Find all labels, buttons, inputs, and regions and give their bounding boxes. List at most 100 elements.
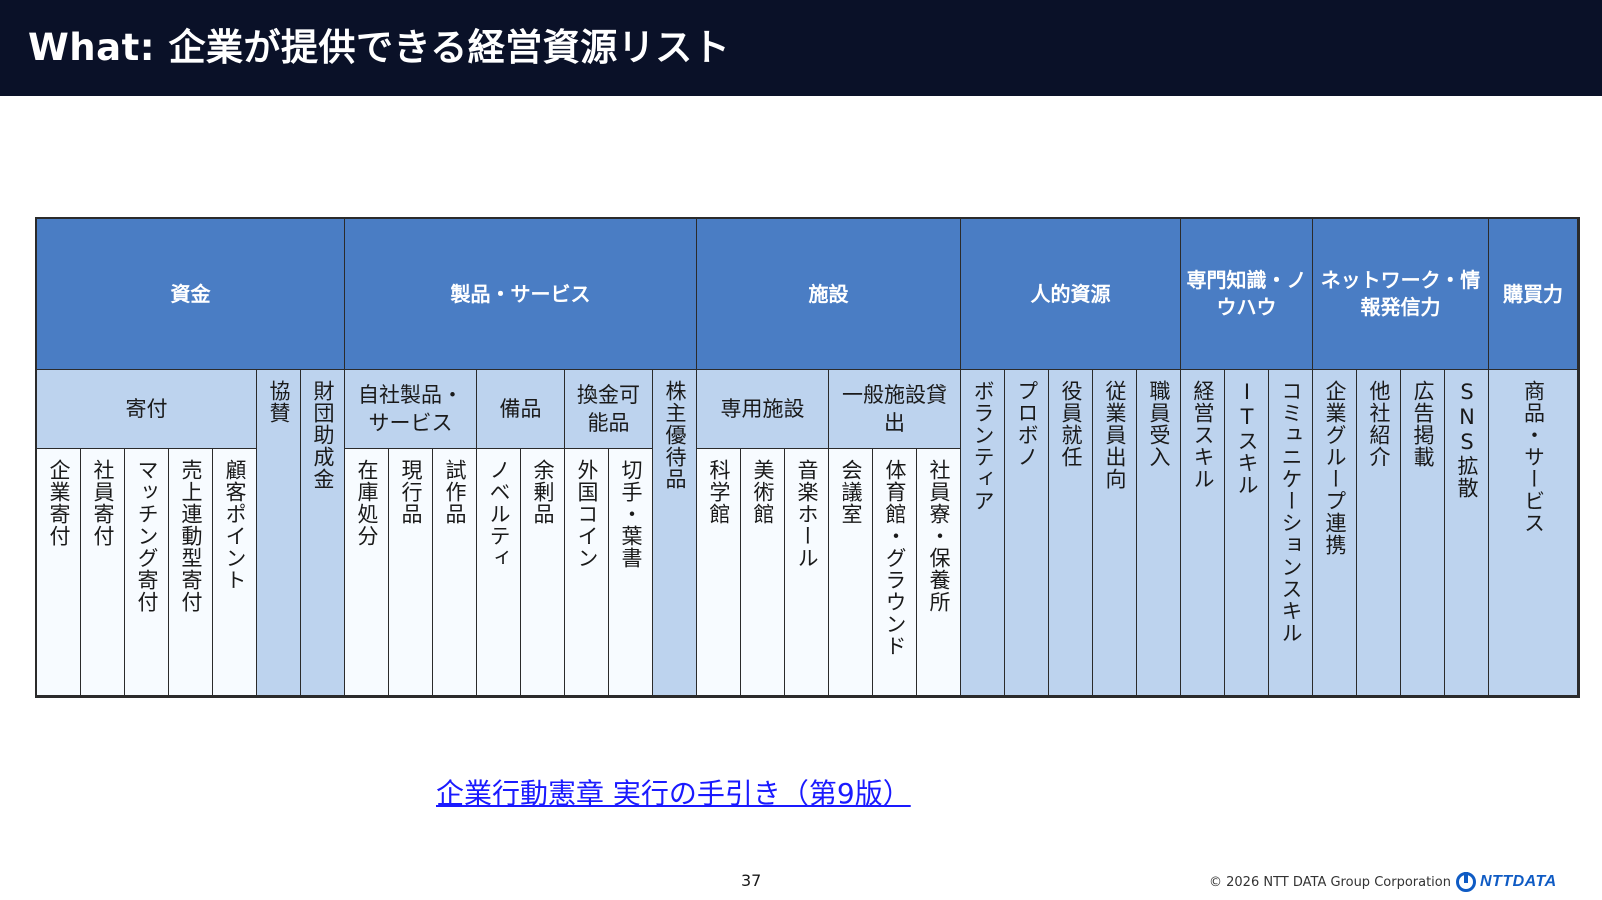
item-cell: 社員寮・保養所: [917, 449, 961, 696]
item-cell: 外国コイン: [565, 449, 609, 696]
cell-label: 音楽ホール: [795, 459, 819, 569]
cell-label: 人的資源: [1030, 281, 1111, 306]
cell-label: マッチング寄付: [135, 459, 159, 613]
group-header: 一般施設貸出: [829, 370, 961, 449]
cell-label: 換金可能品: [577, 382, 640, 435]
cell-label: 美術館: [751, 459, 775, 525]
cell-label: コミュニケーションスキル: [1279, 380, 1303, 644]
header-bar: What: 企業が提供できる経営資源リスト: [0, 0, 1602, 96]
group-header: 広告掲載: [1401, 370, 1445, 696]
cell-label: 協賛: [267, 380, 291, 424]
item-cell: 会議室: [829, 449, 873, 696]
cell-label: 試作品: [443, 459, 467, 525]
group-header: 換金可能品: [565, 370, 653, 449]
cell-label: 株主優待品: [663, 380, 687, 490]
group-header: 協賛: [257, 370, 301, 696]
item-cell: 社員寄付: [81, 449, 125, 696]
cell-label: ITスキル: [1235, 380, 1259, 496]
cell-label: ボランティア: [971, 380, 995, 512]
item-cell: 試作品: [433, 449, 477, 696]
cell-label: 備品: [499, 396, 542, 421]
item-cell: 切手・葉書: [609, 449, 653, 696]
group-header: 自社製品・サービス: [345, 370, 477, 449]
cell-label: SNS拡散: [1455, 380, 1479, 499]
cell-label: 外国コイン: [575, 459, 599, 569]
group-header: 商品・サービス: [1489, 370, 1578, 696]
cell-label: 専門知識・ノウハウ: [1186, 268, 1307, 319]
group-header: 経営スキル: [1181, 370, 1225, 696]
group-header: 寄付: [37, 370, 257, 449]
item-cell: 現行品: [389, 449, 433, 696]
item-cell: 音楽ホール: [785, 449, 829, 696]
cell-label: 財団助成金: [311, 380, 335, 490]
cell-label: 寄付: [125, 396, 168, 421]
cell-label: 施設: [808, 281, 849, 306]
group-header: 他社紹介: [1357, 370, 1401, 696]
category-header: 製品・サービス: [345, 219, 697, 370]
cell-label: 企業寄付: [47, 459, 71, 547]
cell-label: 資金: [170, 281, 211, 306]
cell-label: 専用施設: [720, 396, 805, 421]
copyright: © 2026 NTT DATA Group Corporation: [1209, 875, 1451, 890]
cell-label: 自社製品・サービス: [358, 382, 463, 435]
group-header: コミュニケーションスキル: [1269, 370, 1313, 696]
cell-label: 経営スキル: [1191, 380, 1215, 490]
group-header: 備品: [477, 370, 565, 449]
item-cell: 科学館: [697, 449, 741, 696]
cell-label: 社員寄付: [91, 459, 115, 547]
group-header: 専用施設: [697, 370, 829, 449]
item-cell: 美術館: [741, 449, 785, 696]
page-number: 37: [741, 871, 762, 890]
cell-label: 会議室: [839, 459, 863, 525]
category-header: 施設: [697, 219, 961, 370]
cell-label: 企業グループ連携: [1323, 380, 1347, 556]
group-header: 財団助成金: [301, 370, 345, 696]
ntt-data-logo: NTTDATA: [1456, 871, 1557, 893]
source-link[interactable]: 企業行動憲章 実行の手引き（第9版）: [436, 777, 911, 810]
group-header: 企業グループ連携: [1313, 370, 1357, 696]
resource-table: 資金 製品・サービス 施設 人的資源 専門知識・ノウハウ ネットワーク・情報発信力 購買力寄…: [35, 217, 1580, 698]
group-header: ITスキル: [1225, 370, 1269, 696]
item-cell: 企業寄付: [37, 449, 81, 696]
cell-label: 売上連動型寄付: [179, 459, 203, 613]
group-header: ボランティア: [961, 370, 1005, 696]
cell-label: 余剰品: [531, 459, 555, 525]
cell-label: 購買力: [1503, 281, 1563, 306]
category-header: ネットワーク・情報発信力: [1313, 219, 1489, 370]
item-cell: ノベルティ: [477, 449, 521, 696]
cell-label: 役員就任: [1059, 380, 1083, 468]
item-cell: マッチング寄付: [125, 449, 169, 696]
cell-label: 在庫処分: [355, 459, 379, 547]
category-header: 人的資源: [961, 219, 1181, 370]
logo-text: NTTDATA: [1480, 873, 1557, 890]
item-cell: 余剰品: [521, 449, 565, 696]
group-header: 職員受入: [1137, 370, 1181, 696]
group-header: SNS拡散: [1445, 370, 1489, 696]
cell-label: 社員寮・保養所: [927, 459, 951, 613]
slide-title: What: 企業が提供できる経営資源リスト: [28, 26, 731, 69]
cell-label: 切手・葉書: [619, 459, 643, 569]
group-header: 役員就任: [1049, 370, 1093, 696]
cell-label: プロボノ: [1015, 380, 1039, 468]
cell-label: 製品・サービス: [450, 281, 591, 306]
category-header: 資金: [37, 219, 345, 370]
group-header: 従業員出向: [1093, 370, 1137, 696]
cell-label: 商品・サービス: [1521, 380, 1546, 534]
group-header: プロボノ: [1005, 370, 1049, 696]
cell-label: 職員受入: [1147, 380, 1171, 468]
cell-label: 体育館・グラウンド: [883, 459, 907, 657]
item-cell: 顧客ポイント: [213, 449, 257, 696]
cell-label: 顧客ポイント: [223, 459, 247, 591]
item-cell: 体育館・グラウンド: [873, 449, 917, 696]
item-cell: 在庫処分: [345, 449, 389, 696]
group-header: 株主優待品: [653, 370, 697, 696]
cell-label: 広告掲載: [1411, 380, 1435, 468]
category-header: 専門知識・ノウハウ: [1181, 219, 1313, 370]
cell-label: 他社紹介: [1367, 380, 1391, 468]
item-cell: 売上連動型寄付: [169, 449, 213, 696]
ntt-logo-icon: [1456, 872, 1476, 892]
cell-label: 一般施設貸出: [842, 382, 947, 435]
category-header: 購買力: [1489, 219, 1578, 370]
cell-label: 従業員出向: [1103, 380, 1127, 490]
cell-label: 科学館: [707, 459, 731, 525]
